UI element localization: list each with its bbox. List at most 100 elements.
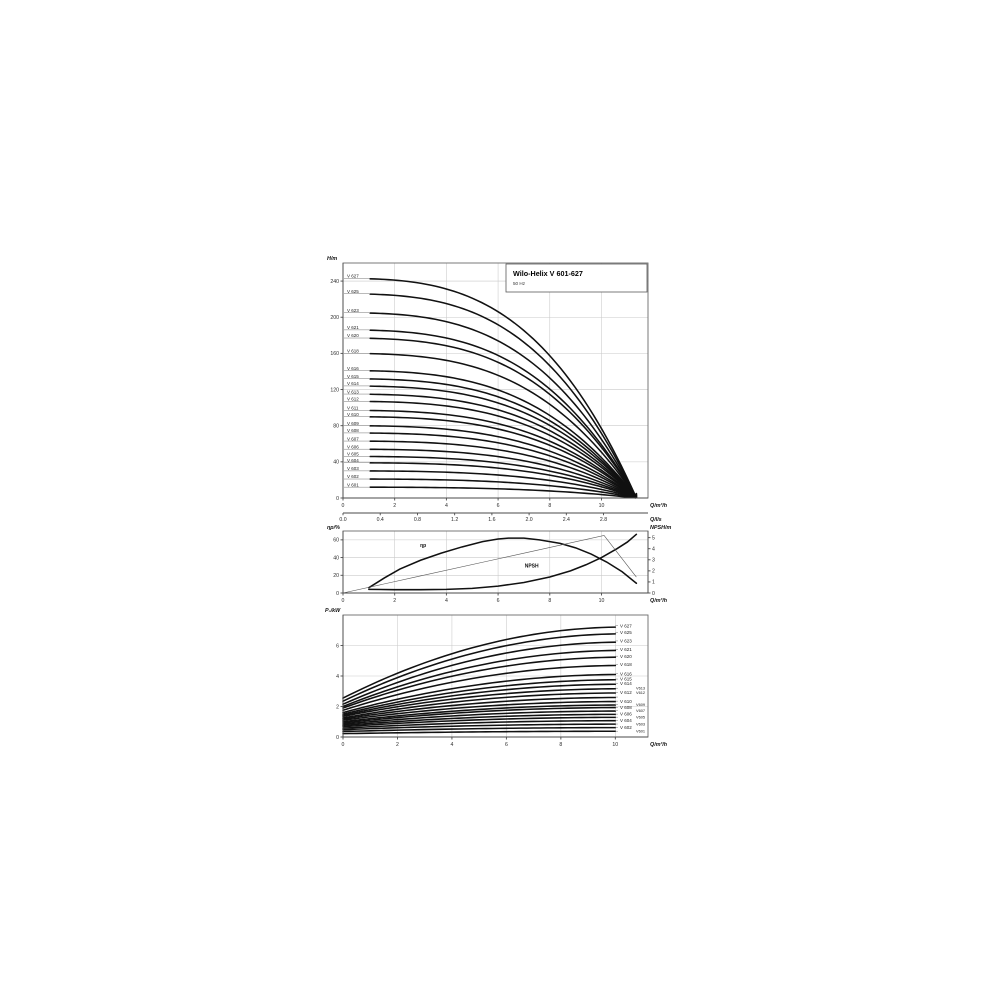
power-curve — [342, 716, 617, 728]
power-curve — [342, 696, 617, 720]
power-curve — [342, 710, 617, 725]
head-y-tick-label: 160 — [330, 351, 339, 357]
head-curve-label: V 607 — [347, 436, 359, 441]
head-y-tick-label: 200 — [330, 315, 339, 321]
head-curve-label: V 625 — [347, 289, 359, 294]
head-curve — [369, 293, 638, 498]
power-y-tick-label: 6 — [336, 643, 339, 649]
efficiency-curve — [368, 537, 638, 589]
chart-subtitle: 50 Hz — [513, 281, 526, 286]
head-curve — [369, 432, 638, 499]
power-curve — [342, 656, 617, 709]
pump-curve-svg: Wilo-Helix V 601-627 50 Hz V 627 V 625 V 623… — [325, 256, 671, 748]
eff-x-tick-label: 8 — [548, 598, 551, 604]
head-curve-label: V 613 — [347, 389, 359, 394]
eff-y-tick-label: 40 — [333, 555, 339, 561]
head-curve — [369, 400, 638, 499]
npsh-y-tick-label: 5 — [652, 535, 655, 541]
pump-performance-figure: Wilo-Helix V 601-627 50 Hz V 627 V 625 V 623… — [306, 243, 694, 753]
npsh-y-axis-title: NPSH/m — [650, 525, 671, 531]
head-curve — [369, 378, 638, 498]
power-curve-label-inner: V607 — [636, 708, 645, 713]
power-curve-label-inner: V605 — [636, 714, 645, 719]
head-curve — [369, 425, 638, 499]
npsh-y-tick-label: 2 — [652, 569, 655, 575]
head-x-tick-label: 0 — [342, 503, 345, 509]
secondary-x-tick-label: 0.4 — [377, 517, 384, 523]
power-curve-label-outer: V 625 — [620, 630, 632, 635]
power-curve — [342, 700, 617, 722]
npsh-curve — [368, 533, 638, 591]
head-y-tick-label: 40 — [333, 460, 339, 466]
npsh-y-tick-label: 0 — [652, 591, 655, 597]
power-curve-label-outer: V 621 — [620, 647, 632, 652]
power-curve-label-outer: V 620 — [620, 654, 632, 659]
secondary-x-tick-label: 1.2 — [451, 517, 458, 523]
head-curve-label: V 606 — [347, 444, 359, 449]
eff-x-tick-label: 0 — [342, 598, 345, 604]
head-curve — [369, 385, 638, 498]
head-curve-label: V 608 — [347, 428, 359, 433]
head-y-axis-title: H/m — [327, 256, 337, 262]
power-x-tick-label: 6 — [505, 742, 508, 748]
npsh-y-tick-label: 3 — [652, 558, 655, 564]
head-curve-label: V 623 — [347, 308, 359, 313]
head-curve-label: V 603 — [347, 466, 359, 471]
power-curve-label-inner: V609 — [636, 702, 645, 707]
eff-x-tick-label: 6 — [497, 598, 500, 604]
power-curve-label-outer: V 602 — [620, 725, 632, 730]
curve-annotation: NPSH — [525, 563, 539, 569]
head-curve — [369, 329, 638, 498]
head-y-tick-label: 120 — [330, 387, 339, 393]
power-curve-label-outer: V 623 — [620, 639, 632, 644]
secondary-x-tick-label: 0.8 — [414, 517, 421, 523]
power-curve — [342, 626, 617, 699]
flow-relation-line — [342, 535, 637, 594]
power-curve-label-outer: V 618 — [620, 662, 632, 667]
head-curve — [369, 278, 638, 498]
power-y-tick-label: 4 — [336, 674, 339, 680]
head-curve-label: V 612 — [347, 396, 359, 401]
head-curve-label: V 609 — [347, 421, 359, 426]
power-curve — [342, 730, 617, 735]
head-y-tick-label: 240 — [330, 279, 339, 285]
power-curve-label-inner: V601 — [636, 729, 645, 734]
secondary-x-tick-label: 2.0 — [525, 517, 532, 523]
power-curve — [342, 687, 617, 718]
head-curve-label: V 610 — [347, 412, 359, 417]
secondary-x-tick-label: 1.6 — [488, 517, 495, 523]
head-curve — [369, 393, 638, 498]
power-curve — [342, 723, 617, 731]
power-curve-label-outer: V 612 — [620, 690, 632, 695]
power-curve — [342, 664, 617, 712]
head-curve — [369, 409, 638, 499]
power-curve-label-outer: V 610 — [620, 699, 632, 704]
secondary-x-axis-title: Q/l/s — [650, 517, 662, 523]
power-y-tick-label: 2 — [336, 704, 339, 710]
power-y-axis-title: P₂/kW — [325, 608, 341, 614]
head-curve — [369, 462, 638, 499]
power-curve-label-outer: V 608 — [620, 705, 632, 710]
head-curve-label: V 604 — [347, 458, 359, 463]
secondary-x-tick-label: 0.0 — [339, 517, 346, 523]
head-y-tick-label: 0 — [336, 496, 339, 502]
power-x-axis-title: Q/m³/h — [650, 742, 668, 748]
head-curve — [369, 478, 638, 499]
head-curve — [369, 440, 638, 499]
power-x-tick-label: 2 — [396, 742, 399, 748]
head-curve-label: V 618 — [347, 349, 359, 354]
head-x-tick-label: 10 — [599, 503, 605, 509]
power-curve-label-outer: V 616 — [620, 671, 632, 676]
power-curve-label-inner: V613 — [636, 686, 645, 691]
head-x-tick-label: 6 — [497, 503, 500, 509]
secondary-x-tick-label: 2.4 — [563, 517, 570, 523]
eff-x-axis-title: Q/m³/h — [650, 598, 668, 604]
power-curve-label-outer: V 604 — [620, 718, 632, 723]
power-curve — [342, 641, 617, 705]
eff-y-tick-label: 0 — [336, 591, 339, 597]
head-curve-label: V 615 — [347, 374, 359, 379]
head-curve — [369, 352, 638, 498]
eff-x-tick-label: 2 — [393, 598, 396, 604]
head-x-tick-label: 4 — [445, 503, 448, 509]
